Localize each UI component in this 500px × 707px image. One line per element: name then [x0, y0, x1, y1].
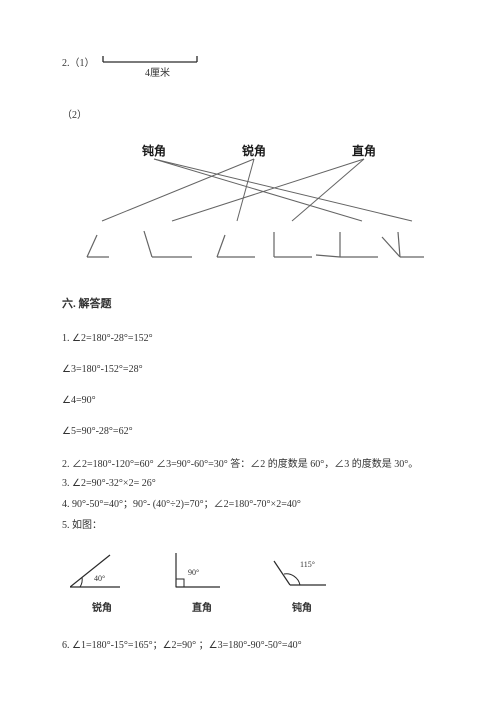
match-label-right: 直角: [352, 143, 376, 158]
q2-1-figure: 4厘米: [101, 54, 201, 80]
angle-figure-label: 锐角: [70, 599, 134, 614]
svg-text:90°: 90°: [188, 568, 199, 577]
ans-4: 4. 90°-50°=40°；90°- (40°÷2)=70°；∠2=180°-…: [62, 495, 448, 510]
angle-figure-label: 钝角: [270, 599, 334, 614]
ans-1-l4: ∠5=90°-28°=62°: [62, 426, 448, 437]
q2-2-label: （2）: [62, 106, 448, 121]
ans-1-l2: ∠3=180°-152°=28°: [62, 364, 448, 375]
ans-5: 5. 如图：: [62, 516, 448, 531]
match-label-obtuse: 钝角: [141, 143, 166, 158]
angle-figure-label: 直角: [170, 599, 234, 614]
q2-1-prefix: 2.（1）: [62, 54, 95, 69]
angle-figure-1: 90° 直角: [170, 547, 234, 614]
angle-figure-2: 115° 钝角: [270, 547, 334, 614]
svg-text:40°: 40°: [94, 574, 105, 583]
svg-text:115°: 115°: [300, 560, 315, 569]
ans-1-l3: ∠4=90°: [62, 395, 448, 406]
matching-diagram: 钝角 锐角 直角: [62, 141, 448, 265]
ans-2: 2. ∠2=180°-120°=60° ∠3=90°-60°=30° 答：∠2 …: [62, 457, 448, 472]
angle-figure-0: 40° 锐角: [70, 547, 134, 614]
ans-1-l1: 1. ∠2=180°-28°=152°: [62, 333, 448, 344]
section-six-title: 六. 解答题: [62, 295, 448, 311]
angle-figures: 40° 锐角 90° 直角 115° 钝角: [62, 547, 448, 614]
ans-3: 3. ∠2=90°-32°×2= 26°: [62, 478, 448, 489]
q2-1: 2.（1） 4厘米: [62, 54, 448, 80]
match-label-acute: 锐角: [242, 143, 266, 158]
q2-1-label: 4厘米: [145, 66, 170, 79]
ans-6: 6. ∠1=180°-15°=165°；∠2=90° ；∠3=180°-90°-…: [62, 636, 448, 651]
